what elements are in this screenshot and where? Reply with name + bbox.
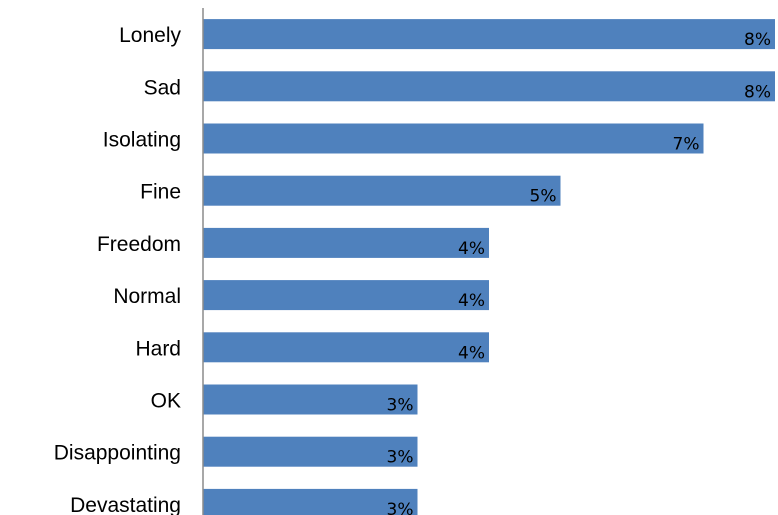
labels-group: Lonely 8% Sad 8% Isolating 7% Fine 5% Freedom 4% N…: [54, 24, 771, 515]
data-label: 3%: [387, 500, 414, 515]
category-label: Isolating: [103, 129, 181, 152]
bar-hard: [203, 332, 489, 363]
bars-group: [203, 19, 775, 515]
data-label: 4%: [458, 291, 485, 311]
data-label: 3%: [387, 396, 414, 416]
bar-isolating: [203, 123, 704, 154]
bar-fine: [203, 175, 561, 206]
data-label: 3%: [387, 448, 414, 468]
category-label: Freedom: [97, 233, 181, 256]
category-label: Fine: [140, 181, 181, 204]
bar-disappointing: [203, 436, 418, 467]
category-label: Disappointing: [54, 442, 181, 465]
category-label: Lonely: [119, 24, 181, 47]
bar-devastating: [203, 488, 418, 515]
data-label: 5%: [530, 187, 557, 207]
data-label: 8%: [744, 30, 771, 50]
data-label: 4%: [458, 239, 485, 259]
data-label: 8%: [744, 82, 771, 102]
bar-freedom: [203, 227, 489, 258]
bar-normal: [203, 280, 489, 311]
category-label: Normal: [113, 285, 181, 308]
data-label: 7%: [673, 135, 700, 155]
category-label: OK: [151, 390, 181, 413]
bar-sad: [203, 71, 775, 102]
category-label: Devastating: [70, 494, 181, 515]
bar-ok: [203, 384, 418, 415]
bar-lonely: [203, 19, 775, 50]
data-label: 4%: [458, 343, 485, 363]
category-label: Hard: [135, 337, 181, 360]
category-label: Sad: [144, 76, 181, 99]
